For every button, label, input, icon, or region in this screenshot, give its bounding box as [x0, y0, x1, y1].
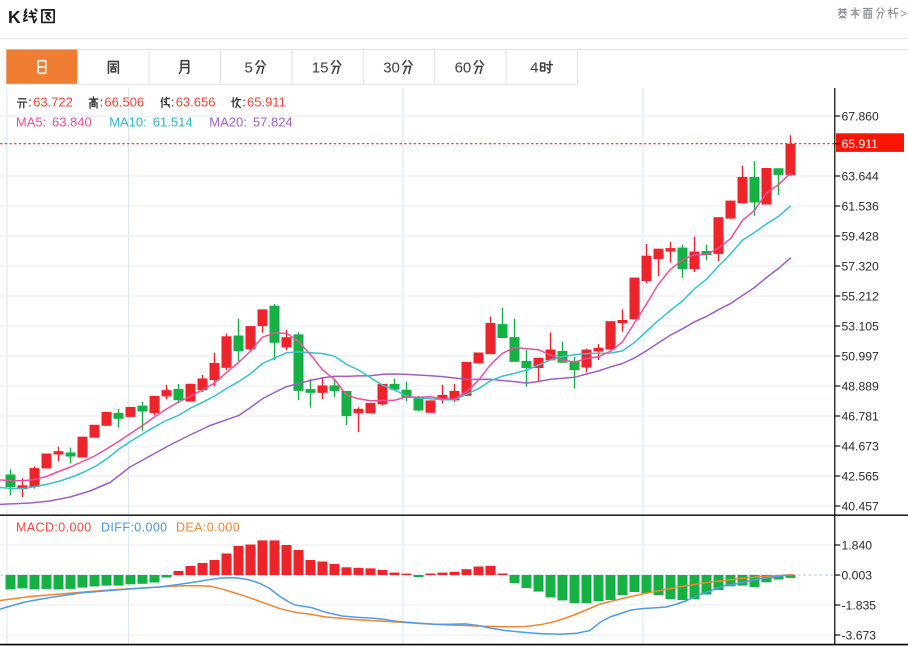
svg-text:57.320: 57.320 — [842, 259, 879, 273]
svg-text:65.911: 65.911 — [842, 137, 879, 151]
svg-text:MA20:: MA20: — [209, 114, 247, 129]
svg-text:60: 60 — [455, 59, 472, 76]
svg-text:63.840: 63.840 — [52, 114, 92, 129]
svg-text:40.457: 40.457 — [842, 499, 879, 513]
svg-text:48.889: 48.889 — [842, 379, 879, 393]
svg-text:63.656: 63.656 — [176, 95, 216, 110]
svg-text:57.824: 57.824 — [253, 114, 293, 129]
svg-text:DEA:0.000: DEA:0.000 — [176, 520, 240, 534]
svg-text:67.860: 67.860 — [842, 109, 879, 123]
svg-text:55.212: 55.212 — [842, 289, 879, 303]
svg-text:K: K — [8, 7, 21, 27]
svg-text:MA5:: MA5: — [16, 114, 46, 129]
svg-text:-3.673: -3.673 — [842, 628, 877, 642]
svg-text:MACD:0.000: MACD:0.000 — [16, 520, 92, 534]
svg-text:30: 30 — [383, 59, 400, 76]
svg-text:50.997: 50.997 — [842, 349, 879, 363]
svg-text:>: > — [900, 7, 907, 21]
svg-text:-1.835: -1.835 — [842, 598, 877, 612]
svg-text:DIFF:0.000: DIFF:0.000 — [101, 520, 168, 534]
svg-text:4: 4 — [530, 59, 538, 76]
svg-text:42.565: 42.565 — [842, 469, 879, 483]
svg-text::: : — [28, 95, 32, 110]
svg-text:44.673: 44.673 — [842, 439, 879, 453]
svg-text:0.003: 0.003 — [842, 568, 873, 582]
svg-text:65.911: 65.911 — [247, 95, 286, 110]
svg-text:5: 5 — [245, 59, 253, 76]
svg-text:66.506: 66.506 — [104, 95, 144, 110]
svg-text:63.722: 63.722 — [33, 95, 73, 110]
svg-text:MA10:: MA10: — [109, 114, 147, 129]
svg-text:46.781: 46.781 — [842, 409, 879, 423]
svg-text::: : — [242, 95, 246, 110]
svg-text::: : — [171, 95, 175, 110]
svg-text:61.536: 61.536 — [842, 199, 879, 213]
svg-text:15: 15 — [312, 59, 329, 76]
svg-text:1.840: 1.840 — [842, 538, 873, 552]
svg-text:61.514: 61.514 — [153, 114, 193, 129]
svg-text:63.644: 63.644 — [842, 169, 879, 183]
svg-text::: : — [100, 95, 104, 110]
svg-text:53.105: 53.105 — [842, 319, 879, 333]
svg-text:59.428: 59.428 — [842, 229, 879, 243]
